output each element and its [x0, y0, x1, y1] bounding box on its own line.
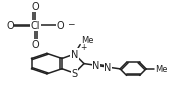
Text: S: S [71, 69, 78, 79]
Text: N: N [71, 50, 78, 59]
Text: O: O [6, 21, 14, 31]
Text: −: − [67, 19, 74, 28]
Text: O: O [32, 2, 39, 12]
Text: O: O [32, 40, 39, 50]
Text: N: N [92, 61, 100, 71]
Text: O: O [57, 21, 65, 31]
Text: N: N [104, 62, 112, 72]
Text: Me: Me [155, 65, 167, 74]
Text: Me: Me [81, 35, 94, 44]
Text: Cl: Cl [31, 21, 40, 31]
Text: +: + [80, 43, 86, 51]
